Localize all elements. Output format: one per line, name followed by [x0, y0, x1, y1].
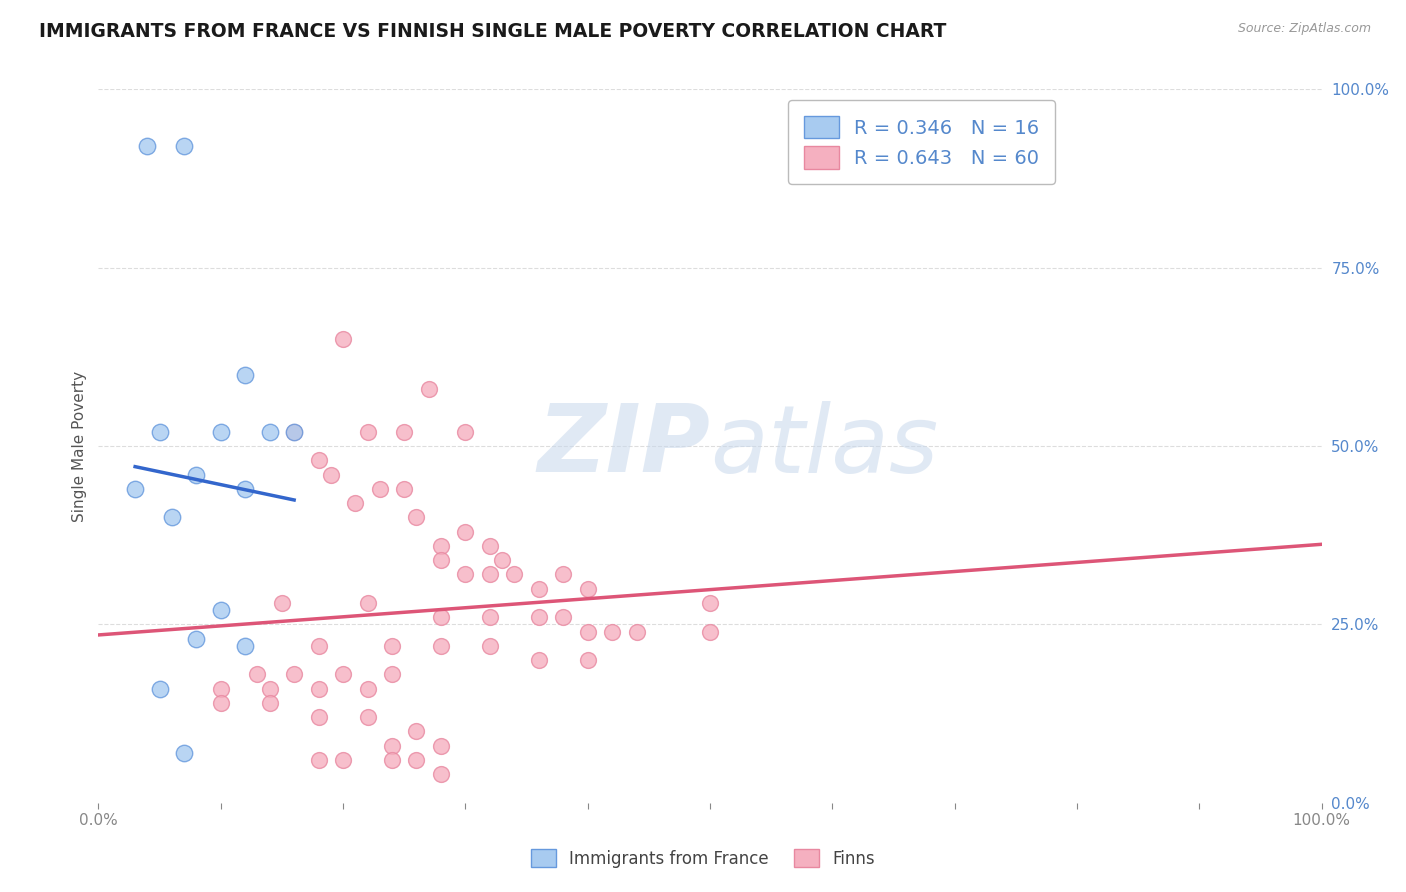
Point [430, 639, 453, 653]
Point [308, 753, 330, 767]
Point [332, 667, 354, 681]
Point [381, 753, 404, 767]
Point [149, 425, 172, 439]
Point [576, 624, 599, 639]
Point [430, 739, 453, 753]
Point [576, 582, 599, 596]
Point [308, 639, 330, 653]
Point [478, 567, 501, 582]
Point [491, 553, 513, 567]
Point [259, 681, 281, 696]
Legend: Immigrants from France, Finns: Immigrants from France, Finns [531, 849, 875, 868]
Point [368, 482, 391, 496]
Point [308, 681, 330, 696]
Point [527, 653, 550, 667]
Point [233, 368, 256, 382]
Point [503, 567, 526, 582]
Point [283, 667, 305, 681]
Point [405, 753, 427, 767]
Point [478, 539, 501, 553]
Text: atlas: atlas [710, 401, 938, 491]
Point [186, 467, 208, 482]
Point [209, 696, 232, 710]
Point [405, 724, 427, 739]
Point [600, 624, 623, 639]
Text: ZIP: ZIP [537, 400, 710, 492]
Text: IMMIGRANTS FROM FRANCE VS FINNISH SINGLE MALE POVERTY CORRELATION CHART: IMMIGRANTS FROM FRANCE VS FINNISH SINGLE… [39, 22, 946, 41]
Point [332, 332, 354, 346]
Point [430, 539, 453, 553]
Point [283, 425, 305, 439]
Point [344, 496, 367, 510]
Point [454, 524, 477, 539]
Point [149, 681, 172, 696]
Point [319, 467, 342, 482]
Point [259, 696, 281, 710]
Point [527, 610, 550, 624]
Point [626, 624, 648, 639]
Text: Source: ZipAtlas.com: Source: ZipAtlas.com [1237, 22, 1371, 36]
Point [308, 710, 330, 724]
Point [553, 610, 575, 624]
Point [392, 425, 416, 439]
Point [356, 596, 378, 610]
Point [381, 667, 404, 681]
Point [381, 639, 404, 653]
Point [283, 425, 305, 439]
Point [381, 739, 404, 753]
Point [209, 681, 232, 696]
Point [124, 482, 146, 496]
Point [332, 753, 354, 767]
Point [527, 582, 550, 596]
Point [259, 425, 281, 439]
Point [209, 603, 232, 617]
Point [233, 639, 256, 653]
Point [478, 610, 501, 624]
Point [699, 596, 721, 610]
Point [356, 681, 378, 696]
Point [553, 567, 575, 582]
Point [430, 610, 453, 624]
Point [356, 710, 378, 724]
Point [699, 624, 721, 639]
Y-axis label: Single Male Poverty: Single Male Poverty [72, 370, 87, 522]
Point [356, 425, 378, 439]
Point [454, 425, 477, 439]
Point [136, 139, 159, 153]
Point [576, 653, 599, 667]
Point [454, 567, 477, 582]
Point [270, 596, 292, 610]
Point [418, 382, 440, 396]
Point [478, 639, 501, 653]
Point [430, 553, 453, 567]
Point [209, 425, 232, 439]
Point [246, 667, 269, 681]
Point [405, 510, 427, 524]
Point [430, 767, 453, 781]
Point [173, 746, 195, 760]
Point [233, 482, 256, 496]
Point [173, 139, 195, 153]
Point [186, 632, 208, 646]
Point [160, 510, 183, 524]
Point [392, 482, 416, 496]
Point [308, 453, 330, 467]
Legend: R = 0.346   N = 16, R = 0.643   N = 60: R = 0.346 N = 16, R = 0.643 N = 60 [789, 100, 1054, 184]
